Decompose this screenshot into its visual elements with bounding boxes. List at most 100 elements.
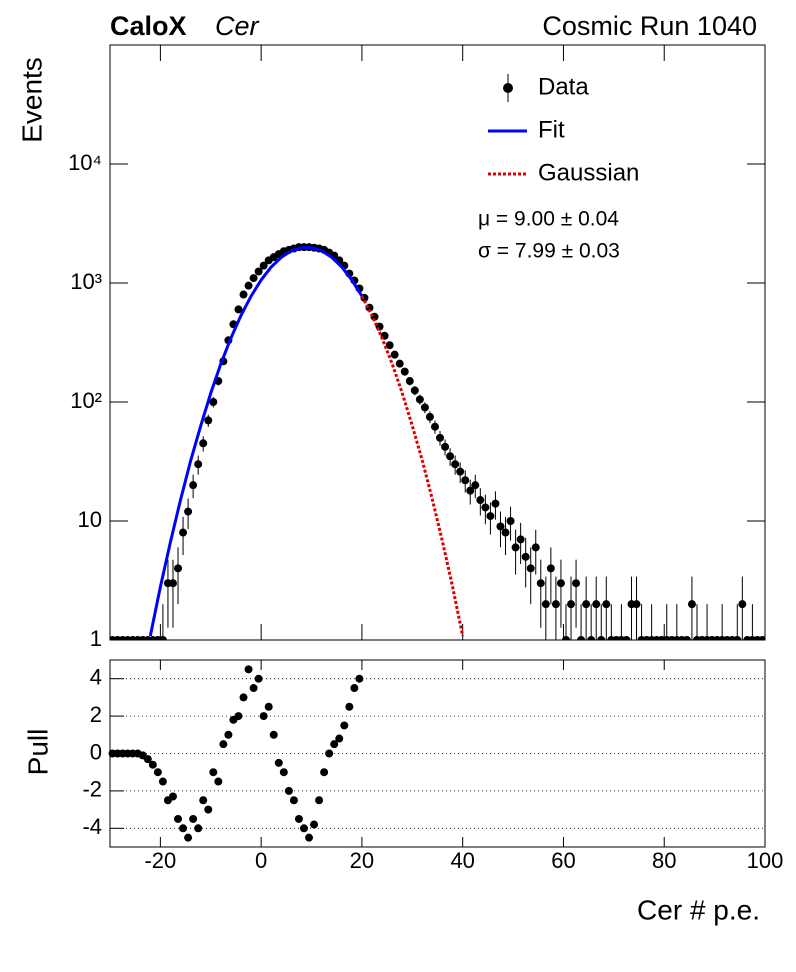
data-point: [466, 486, 475, 495]
y-tick-label: 10³: [70, 269, 102, 294]
data-point: [516, 535, 525, 544]
data-point: [446, 452, 455, 461]
data-point: [405, 377, 414, 386]
data-point: [506, 517, 515, 525]
x-tick-label: 20: [350, 848, 374, 873]
pull-point: [234, 712, 243, 721]
data-point: [471, 481, 480, 490]
sigma-annotation: σ = 7.99 ± 0.03: [478, 240, 620, 263]
data-point: [481, 503, 490, 512]
pull-point: [179, 824, 188, 833]
pull-point: [174, 814, 183, 823]
data-point: [687, 600, 696, 609]
pull-point: [284, 786, 293, 795]
pull-point: [330, 740, 339, 749]
data-point: [546, 564, 555, 573]
pull-point: [350, 684, 359, 693]
data-point: [204, 416, 213, 425]
data-point: [254, 267, 263, 276]
pull-point: [289, 796, 298, 805]
pull-point: [214, 777, 223, 786]
data-point: [501, 528, 510, 537]
data-point: [496, 522, 505, 531]
pull-point: [305, 833, 314, 842]
pull-point: [274, 758, 283, 767]
data-point: [572, 579, 581, 588]
data-point: [682, 636, 691, 640]
pull-point: [204, 805, 213, 814]
top-frame: [109, 44, 766, 641]
data-point: [420, 403, 429, 412]
data-point: [158, 636, 167, 640]
data-point: [536, 579, 545, 588]
y-tick-label: 10⁴: [68, 150, 102, 175]
data-point: [587, 636, 596, 640]
y-tick-label: 10: [78, 507, 102, 532]
pull-point: [310, 820, 319, 829]
data-point: [526, 564, 535, 573]
data-point: [758, 636, 765, 640]
pull-point: [259, 712, 268, 721]
mu-annotation: μ = 9.00 ± 0.04: [478, 208, 619, 231]
y-tick-label: 10²: [70, 388, 102, 413]
data-point: [441, 442, 450, 451]
pull-point: [294, 814, 303, 823]
data-point: [390, 350, 399, 359]
x-tick-label: 40: [450, 848, 474, 873]
data-point: [168, 579, 177, 588]
pull-tick-label: -4: [82, 814, 102, 839]
pull-point: [239, 693, 248, 702]
pull-tick-label: 4: [90, 665, 102, 690]
pull-axis-label: Pull: [22, 729, 53, 776]
pull-point: [148, 760, 157, 769]
pull-point: [143, 755, 152, 764]
data-point: [582, 600, 591, 609]
x-tick-label: 0: [255, 848, 267, 873]
data-point: [244, 281, 253, 290]
pull-point: [325, 749, 334, 758]
pull-point: [249, 684, 258, 693]
data-point: [451, 460, 460, 469]
data-point: [567, 600, 576, 609]
legend-label: Fit: [538, 116, 565, 143]
x-tick-label: 60: [551, 848, 575, 873]
data-point: [738, 600, 747, 609]
pull-point: [264, 702, 273, 711]
title: CaloX: [110, 11, 187, 41]
pull-point: [355, 674, 364, 683]
data-point: [521, 552, 530, 561]
pull-point: [184, 833, 193, 842]
data-point: [486, 512, 495, 521]
y-axis-label: Events: [16, 57, 47, 143]
data-point: [551, 600, 560, 609]
data-point: [234, 305, 243, 314]
data-point: [174, 564, 183, 573]
pull-point: [244, 665, 253, 674]
pull-tick-label: -2: [82, 777, 102, 802]
data-point: [733, 636, 742, 640]
legend-label: Data: [538, 73, 589, 100]
data-point: [209, 398, 218, 406]
pull-point: [153, 768, 162, 777]
data-point: [259, 261, 268, 270]
pull-tick-label: 2: [90, 702, 102, 727]
data-point: [425, 412, 434, 421]
pull-point: [254, 674, 263, 683]
data-point: [395, 359, 404, 368]
pull-point: [340, 721, 349, 730]
data-point: [194, 460, 203, 469]
fit-curve: [148, 246, 364, 637]
x-tick-label: 80: [652, 848, 676, 873]
pull-point: [209, 768, 218, 777]
data-point: [249, 274, 258, 283]
data-point: [461, 476, 470, 485]
data-point: [556, 579, 565, 588]
data-point: [592, 600, 601, 609]
pull-point: [158, 777, 167, 786]
pull-point: [224, 730, 233, 739]
data-point: [184, 507, 193, 516]
data-point: [577, 636, 586, 640]
fit-curve: [360, 295, 465, 637]
data-point: [541, 600, 550, 609]
data-point: [179, 528, 188, 537]
